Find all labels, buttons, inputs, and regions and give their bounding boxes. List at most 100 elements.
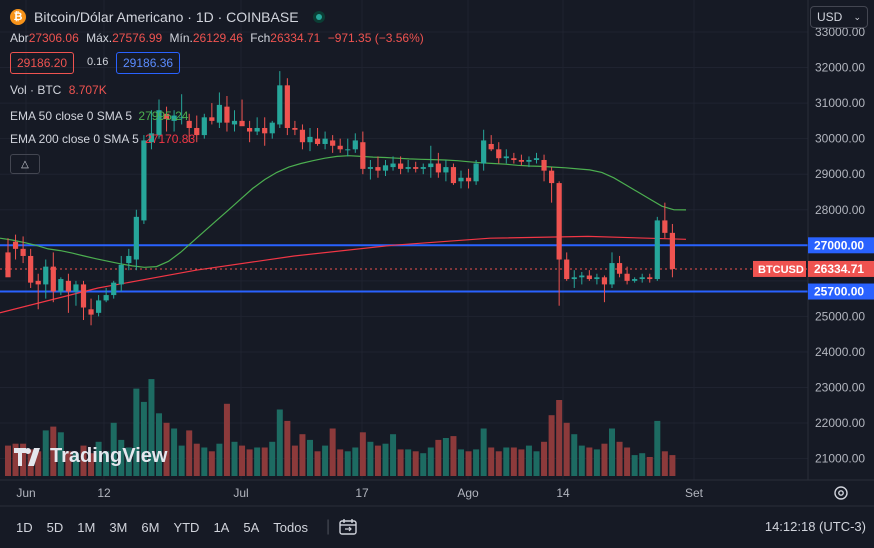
candle-body [12,241,19,249]
open-value: 27306.06 [28,31,79,45]
time-tick-label[interactable]: 14 [556,486,570,500]
candle-body [564,259,570,280]
indicator-ema200[interactable]: EMA 200 close 0 SMA 5 27170.83 [10,132,195,146]
volume-bar [20,443,27,476]
timeframe-1m[interactable]: 1M [77,519,96,535]
volume-bar [495,451,502,476]
time-tick-label[interactable]: Jun [16,486,35,500]
market-open-icon [312,11,325,23]
candle-body [549,170,555,184]
candle-body [141,140,147,221]
price-tick-label[interactable]: 33000.00 [815,25,865,39]
symbol-tag[interactable]: BTCUSD [758,264,804,276]
volume-bar [148,379,155,476]
volume-bar [352,447,359,476]
volume-bar [669,455,676,476]
buy-price-button[interactable]: 29186.36 [116,52,181,74]
price-label[interactable]: 27000.00 [814,238,864,252]
candle-body [231,120,238,125]
volume-bar [480,428,487,476]
gear-icon[interactable] [832,484,850,502]
indicator-volume[interactable]: Vol · BTC 8.707K [10,83,107,97]
price-axis[interactable]: 21000.00 22000.00 23000.00 24000.00 25000.00… [753,25,874,466]
price-tick-label[interactable]: 28000.00 [815,203,865,217]
volume-bar [563,422,570,476]
time-axis[interactable]: Jun 12 Jul 17 Ago 14 Set [16,486,703,500]
volume-bar [586,447,593,476]
volume-bar [57,432,64,476]
timeframe-1a[interactable]: 1A [213,519,230,535]
timeframe-5a[interactable]: 5A [243,519,260,535]
candle-body [148,133,155,143]
candle-body [345,149,351,151]
candle-body [322,138,328,144]
price-tick-label[interactable]: 23000.00 [815,381,865,395]
time-tick-label[interactable]: Set [685,486,704,500]
timeframe-5d[interactable]: 5D [46,519,64,535]
volume-bar [661,451,668,476]
timeframe-3m[interactable]: 3M [109,519,128,535]
clock-timezone[interactable]: 14:12:18 (UTC-3) [764,519,866,534]
candle-body [616,263,623,274]
volume-bar [503,447,510,476]
volume-bar [541,441,548,476]
price-tick-label[interactable]: 30000.00 [815,132,865,146]
chevron-down-icon: ⌄ [853,11,861,22]
ema200-label: EMA 200 close 0 SMA 5 [10,132,139,146]
currency-select[interactable]: USD ⌄ [810,6,868,28]
change-value: −971.35 (−3.56%) [327,31,424,45]
price-tick-label[interactable]: 31000.00 [815,96,865,110]
timeframe-1d[interactable]: 1D [16,519,33,535]
candle-body [247,127,253,132]
volume-bar [35,451,42,476]
candle-body [179,117,185,119]
sell-price-button[interactable]: 29186.20 [10,52,75,74]
spread-value: 0.16 [87,56,109,68]
price-tick-label[interactable]: 32000.00 [815,61,865,75]
volume-bar [50,426,57,476]
ohlc-legend: Abr27306.06 Máx.27576.99 Mín.26129.46 Fc… [10,31,428,45]
time-tick-label[interactable]: Ago [457,486,479,500]
date-range-icon[interactable] [338,518,358,536]
candle-body [450,167,457,184]
volume-bar [601,443,608,476]
candle-body [511,158,517,160]
timeframe-ytd[interactable]: YTD [173,519,200,535]
candle-body [632,279,638,281]
volume-bar [578,445,585,476]
collapse-indicators-button[interactable]: △ [10,154,40,174]
price-tick-label[interactable]: 24000.00 [815,345,865,359]
volume-bar [359,432,366,476]
ema200-value: 27170.83 [145,132,196,146]
candle-body [526,159,532,162]
timeframe-6m[interactable]: 6M [141,519,160,535]
candle-body [428,163,434,168]
time-tick-label[interactable]: Jul [233,486,248,500]
candle-body [579,275,585,278]
time-tick-label[interactable]: 17 [355,486,369,500]
price-tick-label[interactable]: 21000.00 [815,452,865,466]
symbol-header[interactable]: ₿ Bitcoin/Dólar Americano · 1D · COINBAS… [10,9,325,25]
symbol-title[interactable]: Bitcoin/Dólar Americano · 1D · COINBASE [34,9,299,25]
candle-body [5,252,11,278]
tradingview-logo-icon [14,447,40,466]
price-label[interactable]: 25700.00 [814,285,864,299]
volume-bar [465,451,472,476]
last-price-label[interactable]: 26334.71 [814,262,864,276]
volume-bar [118,439,125,476]
timeframe-todos[interactable]: Todos [273,519,308,535]
volume-bar [156,413,162,476]
volume-bar [442,438,449,476]
price-tick-label[interactable]: 22000.00 [815,416,865,430]
indicator-ema50[interactable]: EMA 50 close 0 SMA 5 27995.24 [10,109,188,123]
open-label: Abr [10,31,29,45]
time-tick-label[interactable]: 12 [97,486,111,500]
volume-bar [72,453,79,476]
price-tick-label[interactable]: 25000.00 [815,309,865,323]
price-tick-label[interactable]: 29000.00 [815,167,865,181]
candle-body [111,282,117,296]
volume-bar [291,445,298,476]
volume-bar [646,457,653,476]
volume-bar [397,449,404,476]
